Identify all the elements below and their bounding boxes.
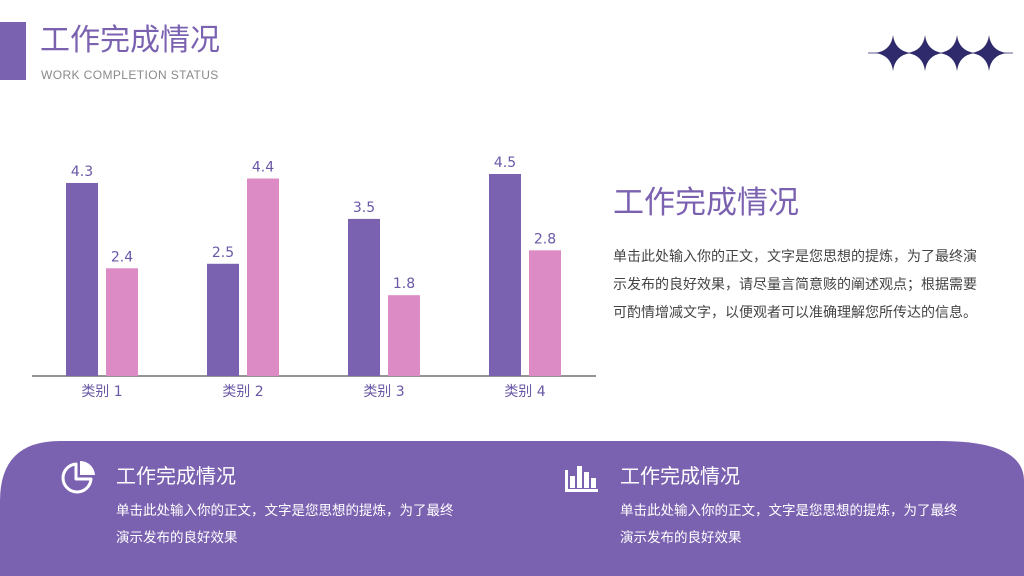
sparkle-stars-decoration: [868, 35, 1013, 71]
data-label: 2.4: [111, 249, 133, 265]
bar: [348, 218, 380, 376]
feature-title: 工作完成情况: [116, 464, 236, 488]
bar: [207, 263, 239, 376]
title-accent-bar: [0, 22, 26, 80]
star-icon: [875, 35, 911, 71]
star-icon: [907, 35, 943, 71]
bar: [106, 268, 138, 376]
data-label: 2.8: [534, 231, 556, 247]
bar-chart: 4.3 2.4 类别 1 2.5 4.4 类别 2 3.5 1.8 类别 3 4.5 2.8 类别 4: [32, 155, 596, 400]
category-tick-label: 类别 4: [504, 384, 545, 400]
bar: [247, 178, 279, 376]
category-tick-label: 类别 1: [81, 384, 122, 400]
bar: [489, 174, 521, 376]
page-subtitle: WORK COMPLETION STATUS: [41, 68, 219, 82]
data-label: 4.3: [71, 164, 93, 180]
bar-chart-icon: [565, 466, 598, 492]
side-title: 工作完成情况: [613, 185, 799, 221]
data-label: 3.5: [353, 200, 375, 216]
side-body-text: 单击此处输入你的正文，文字是您思想的提炼，为了最终演示发布的良好效果，请尽量言简…: [613, 249, 977, 321]
star-icon: [939, 35, 975, 71]
data-label: 1.8: [393, 276, 415, 292]
bar: [388, 295, 420, 376]
data-label: 4.5: [494, 155, 516, 171]
star-icon: [971, 35, 1007, 71]
bottom-band: [0, 441, 1024, 576]
feature-title: 工作完成情况: [620, 464, 740, 488]
pie-chart-icon: [61, 460, 95, 494]
page-title: 工作完成情况: [40, 23, 220, 58]
category-tick-label: 类别 3: [363, 384, 404, 400]
category-tick-label: 类别 2: [222, 384, 263, 400]
bar: [66, 182, 98, 376]
feature-body: 单击此处输入你的正文，文字是您思想的提炼，为了最终演示发布的良好效果: [116, 503, 454, 546]
feature-body: 单击此处输入你的正文，文字是您思想的提炼，为了最终演示发布的良好效果: [620, 503, 958, 546]
data-label: 4.4: [252, 159, 274, 175]
bar: [529, 250, 561, 376]
data-label: 2.5: [212, 245, 234, 261]
